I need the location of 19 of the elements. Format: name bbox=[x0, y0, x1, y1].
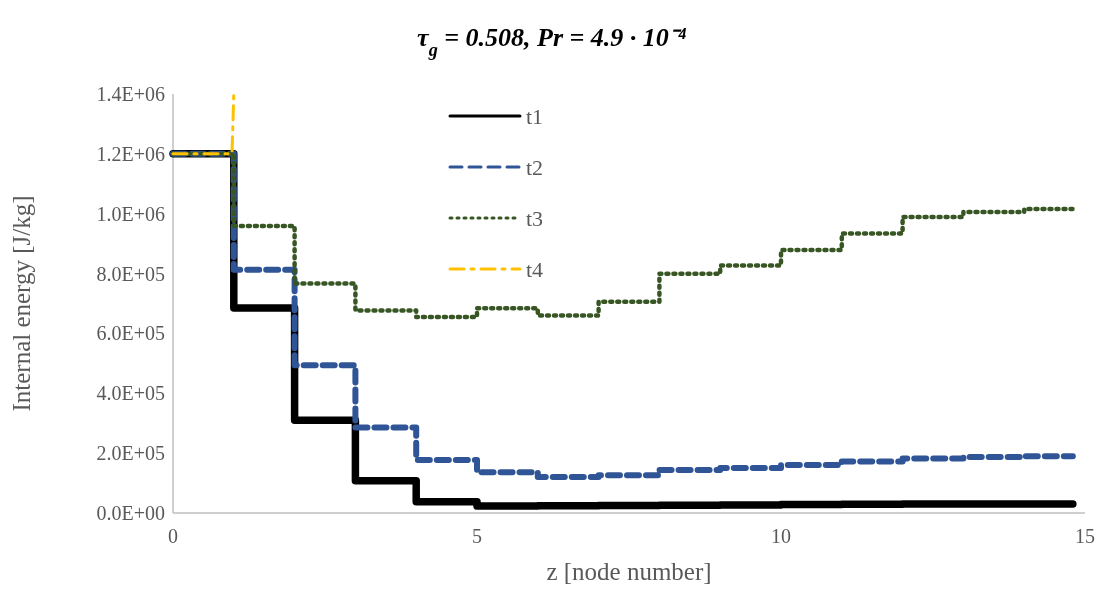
x-tick-label: 15 bbox=[1075, 525, 1095, 547]
x-axis-title: z [node number] bbox=[546, 558, 712, 585]
y-tick-label: 0.0E+00 bbox=[96, 502, 165, 524]
y-axis-title: Internal energy [J/kg] bbox=[8, 195, 35, 412]
x-tick-label: 10 bbox=[771, 525, 791, 547]
legend-label: t1 bbox=[526, 103, 544, 129]
y-tick-label: 2.0E+05 bbox=[96, 442, 165, 465]
y-tick-label: 1.2E+06 bbox=[96, 142, 165, 165]
y-tick-label: 1.4E+06 bbox=[96, 83, 165, 105]
x-tick-label: 0 bbox=[168, 525, 178, 547]
legend-label: t3 bbox=[526, 205, 544, 231]
y-tick-label: 1.0E+06 bbox=[96, 202, 165, 225]
x-tick-label: 5 bbox=[472, 525, 482, 547]
y-tick-label: 8.0E+05 bbox=[96, 262, 165, 285]
legend-label: t2 bbox=[526, 154, 544, 180]
chart-title: τ$_{g}$ = 0.508, Pr = 4.9 · 10⁻⁴ bbox=[417, 23, 687, 60]
y-tick-label: 4.0E+05 bbox=[96, 382, 165, 405]
y-tick-label: 6.0E+05 bbox=[96, 322, 165, 345]
legend-label: t4 bbox=[526, 256, 544, 282]
